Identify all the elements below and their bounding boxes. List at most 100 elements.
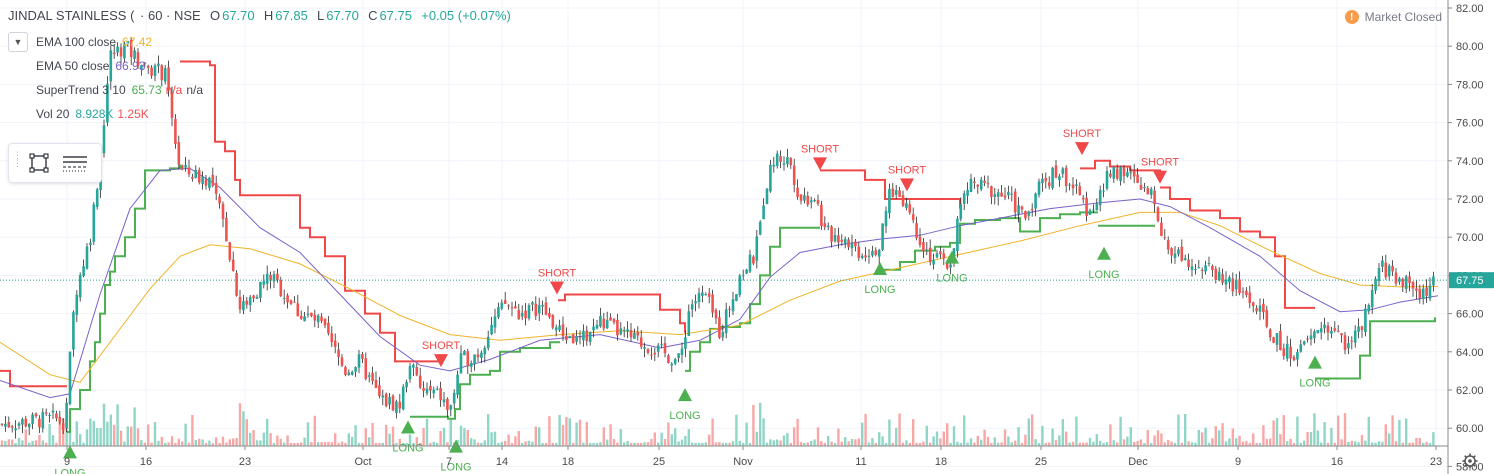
volume-bar [1306, 431, 1309, 446]
volume-bar [7, 439, 10, 446]
candle-body [973, 181, 976, 184]
volume-bar [500, 441, 503, 446]
volume-bar [215, 437, 218, 446]
volume-bar [1282, 415, 1285, 446]
candle-body [1394, 272, 1398, 284]
volume-bar [75, 421, 78, 446]
candle-body [986, 183, 990, 185]
volume-bar [21, 440, 24, 446]
candle-body [1102, 190, 1105, 192]
candle-body [673, 359, 677, 364]
volume-bar [395, 442, 398, 446]
volume-bar [1309, 431, 1313, 446]
volume-bar [718, 442, 721, 446]
candle-body [208, 177, 211, 188]
volume-bar [1119, 416, 1122, 446]
candle-body [687, 311, 691, 336]
chevron-down-icon[interactable]: ▼ [8, 32, 28, 52]
volume-bar [1401, 442, 1404, 446]
volume-bar [517, 431, 520, 446]
candle-body [561, 324, 565, 337]
volume-bar [1428, 442, 1432, 446]
price-tick-label: 76.00 [1456, 118, 1484, 130]
volume-bar [1360, 434, 1364, 446]
volume-bar [415, 437, 418, 446]
volume-bar [354, 425, 357, 446]
legend-row-volume[interactable]: Vol 20 8.928K 1.25K [8, 102, 207, 126]
candle-body [633, 332, 636, 339]
volume-bar [687, 429, 690, 446]
candle-body [847, 239, 850, 248]
candle-body [486, 336, 490, 349]
candle-body [408, 366, 412, 380]
volume-bar [1092, 441, 1095, 446]
candle-body [286, 295, 289, 303]
close-label: C [368, 8, 378, 23]
candle-body [449, 405, 453, 410]
candle-body [867, 255, 871, 257]
drag-handle-icon[interactable]: ⋮ ⋮ [13, 150, 22, 168]
volume-bar [997, 442, 1000, 446]
volume-bar [1289, 438, 1292, 446]
candle-body [588, 332, 592, 342]
volume-bar [558, 414, 561, 446]
volume-bar [242, 411, 245, 446]
candle-body [684, 337, 687, 349]
candle-body [707, 293, 711, 297]
candle-body [211, 175, 215, 186]
candle-body [850, 243, 854, 249]
candle-body [718, 317, 721, 338]
line-style-icon[interactable] [57, 147, 93, 179]
volume-bar [643, 442, 646, 446]
candle-body [10, 426, 14, 428]
candle-body [1238, 279, 1241, 294]
candle-body [1384, 262, 1388, 278]
price-tick-label: 64.00 [1456, 347, 1484, 359]
volume-bar [204, 443, 208, 446]
drawing-toolbox[interactable]: ⋮ ⋮ [8, 143, 102, 183]
candle-body [925, 250, 929, 252]
volume-bar [1415, 437, 1418, 446]
candle-body [72, 312, 75, 350]
candle-body [483, 348, 487, 355]
volume-bar [89, 418, 92, 446]
legend-row-supertrend[interactable]: SuperTrend 3 10 65.73 n/a n/a [8, 78, 207, 102]
volume-bar [266, 418, 269, 446]
volume-bar [660, 432, 663, 446]
volume-bar [1058, 435, 1061, 446]
volume-bar [1405, 418, 1408, 446]
volume-bar [986, 436, 990, 446]
volume-bar [442, 427, 446, 446]
candle-body [1047, 182, 1051, 187]
volume-bar [619, 429, 622, 446]
volume-bar [1003, 429, 1007, 446]
volume-bar [133, 407, 136, 446]
candle-body [4, 423, 7, 427]
candle-body [95, 189, 99, 207]
indicator-legend: ▼ EMA 100 close 67.42 EMA 50 close 66.93… [8, 30, 207, 126]
candle-body [170, 92, 174, 118]
volume-bar [106, 421, 109, 446]
volume-bar [1051, 428, 1054, 446]
select-rectangle-icon[interactable] [21, 147, 57, 179]
candle-body [140, 65, 143, 70]
close-value: 67.75 [379, 8, 412, 23]
market-status[interactable]: ! Market Closed [1344, 10, 1442, 24]
volume-bar [1061, 419, 1064, 446]
candle-body [1221, 274, 1224, 283]
legend-row-ema100[interactable]: ▼ EMA 100 close 67.42 [8, 30, 207, 54]
candle-body [255, 296, 259, 299]
gear-icon[interactable] [1462, 453, 1478, 469]
candle-body [1153, 190, 1156, 205]
short-signal-label: SHORT [801, 143, 840, 155]
volume-bar [198, 438, 201, 446]
volume-bar [691, 442, 694, 446]
candle-body [510, 307, 514, 309]
volume-bar [779, 440, 782, 446]
volume-bar [748, 442, 752, 446]
candle-body [252, 295, 255, 299]
candle-body [1054, 165, 1058, 178]
legend-row-ema50[interactable]: EMA 50 close 66.93 [8, 54, 207, 78]
candle-body [65, 402, 68, 429]
